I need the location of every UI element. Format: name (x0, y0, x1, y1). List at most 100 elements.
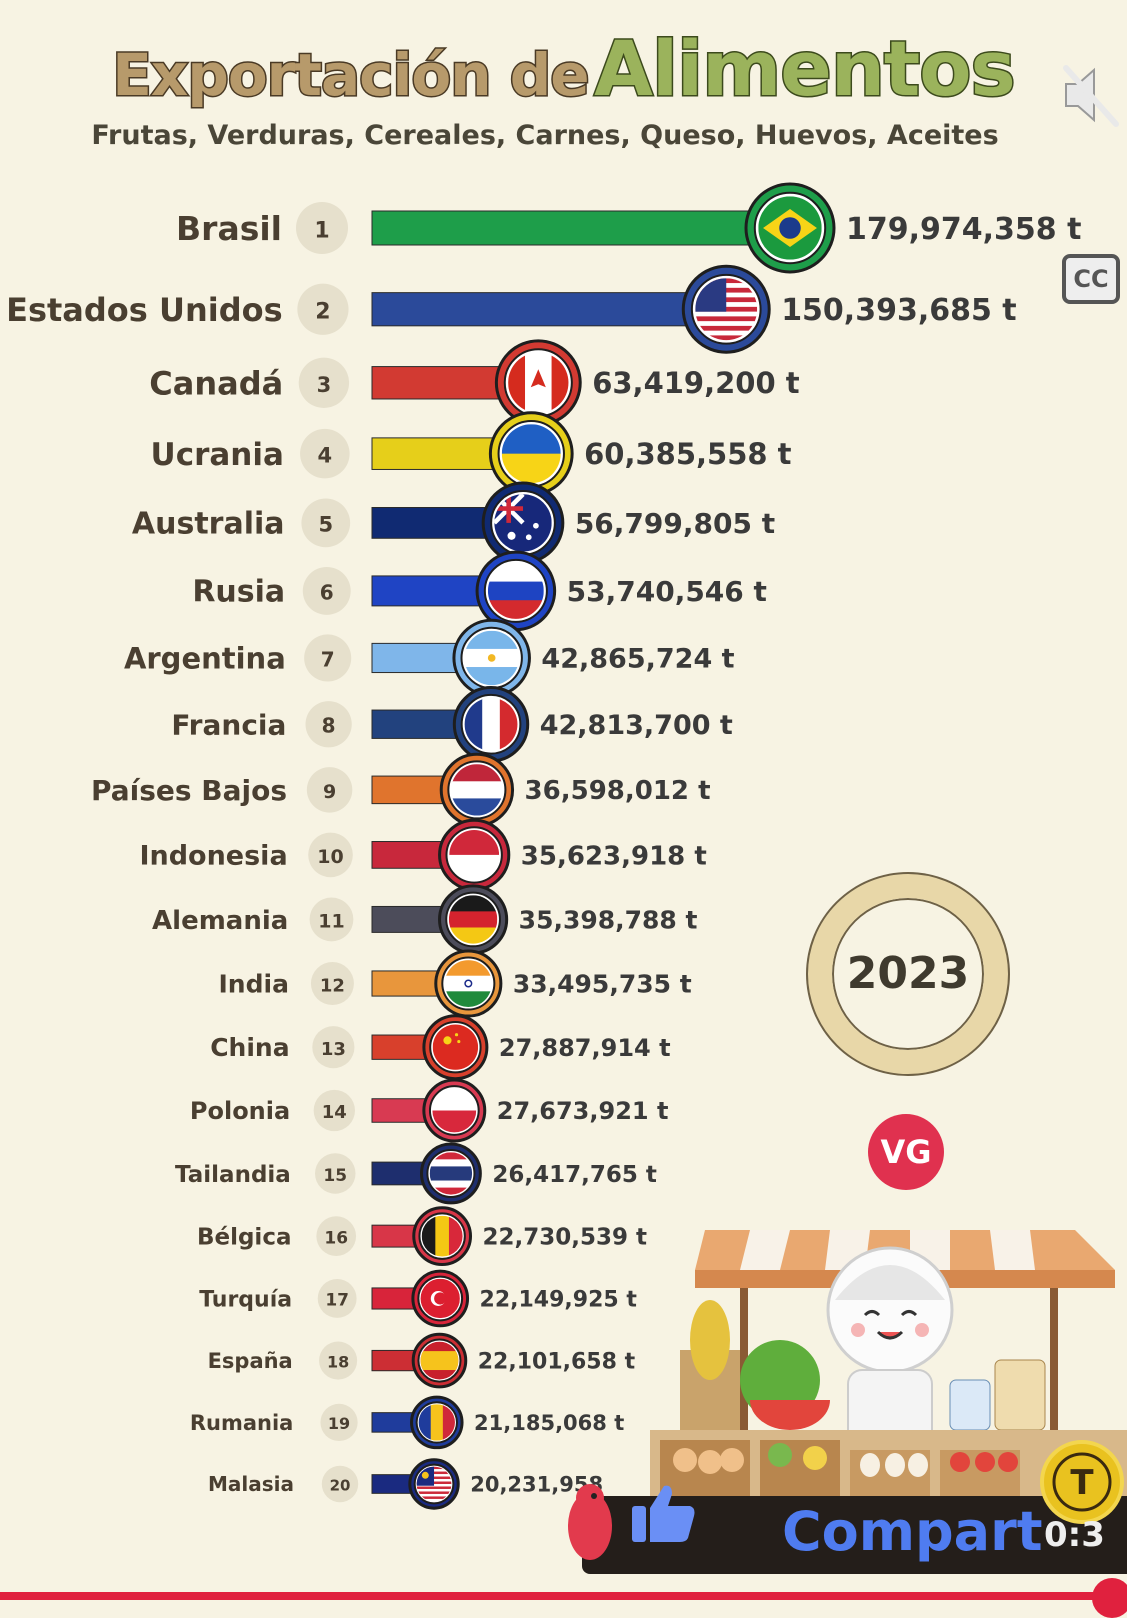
share-button-label[interactable]: Compart (782, 1500, 1043, 1563)
chart-title: Exportación de Alimentos (0, 23, 1127, 115)
rank-number: 6 (320, 581, 334, 605)
value-label: 42,865,724 t (541, 644, 734, 675)
rank-badge (301, 498, 351, 548)
value-label: 36,598,012 t (525, 776, 711, 806)
rank-badge (306, 767, 353, 813)
rank-number: 1 (314, 218, 329, 243)
year-label: 2023 (846, 948, 970, 999)
rank-number: 11 (318, 910, 344, 932)
argentina-flag-icon (464, 630, 519, 686)
value-label: 63,419,200 t (592, 366, 800, 400)
rank-number: 18 (327, 1352, 349, 1371)
country-label: Turquía (199, 1287, 292, 1312)
rank-badge (320, 1403, 358, 1442)
rank-badge (317, 1279, 357, 1318)
speaker-muted-icon[interactable] (1060, 60, 1120, 130)
value-label: 179,974,358 t (846, 212, 1081, 247)
bar-row: Países Bajos 9 36,598,012 t (91, 752, 711, 828)
rank-badge (310, 962, 354, 1006)
value-label: 33,495,735 t (513, 970, 692, 999)
belgium-flag-icon (421, 1215, 463, 1257)
country-label: India (219, 970, 289, 999)
rank-number: 19 (328, 1414, 350, 1433)
bar-row: Australia 5 56,799,805 t (132, 481, 775, 565)
country-label: Países Bajos (91, 774, 287, 807)
value-label: 21,185,068 t (474, 1411, 624, 1435)
rank-badge (304, 634, 352, 682)
bar-row: Alemania 11 35,398,788 t (152, 884, 698, 955)
rank-badge (313, 1089, 355, 1132)
bar-row: Rumania 19 21,185,068 t (190, 1395, 624, 1450)
bar-row: Polonia 14 27,673,921 t (190, 1078, 669, 1143)
value-label: 22,101,658 t (478, 1349, 636, 1374)
svg-text:T: T (1070, 1463, 1094, 1503)
bar-row: Canadá 3 63,419,200 t (149, 339, 800, 427)
bar-row: Estados Unidos 2 150,393,685 t (6, 264, 1017, 354)
china-flag-icon (432, 1024, 479, 1070)
country-label: España (208, 1349, 293, 1373)
rank-number: 8 (322, 714, 336, 738)
progress-bar[interactable] (0, 1592, 1127, 1600)
rank-number: 7 (321, 647, 335, 671)
value-label: 27,887,914 t (499, 1034, 671, 1062)
russia-flag-icon (487, 562, 544, 619)
rank-number: 9 (323, 781, 336, 803)
germany-flag-icon (448, 895, 498, 944)
text-translate-icon[interactable]: T (1028, 1432, 1127, 1532)
progress-handle[interactable] (1092, 1578, 1127, 1618)
closed-captions-button[interactable]: CC (1062, 254, 1120, 304)
rank-badge (296, 202, 348, 254)
rank-number: 15 (323, 1166, 347, 1186)
bar-row: Indonesia 10 35,623,918 t (139, 818, 707, 892)
thumbs-up-icon[interactable] (628, 1482, 698, 1546)
turkey-flag-icon (420, 1278, 460, 1319)
bar-row: China 13 27,887,914 t (210, 1014, 671, 1081)
bar-row: Brasil 1 179,974,358 t (176, 182, 1081, 274)
vg-logo: VG (868, 1114, 944, 1190)
bar-row: Tailandia 15 26,417,765 t (175, 1142, 657, 1205)
rank-number: 3 (317, 373, 332, 397)
usa-flag-icon (695, 278, 758, 341)
bar-row: Bélgica 16 22,730,539 t (197, 1206, 648, 1266)
country-label: Polonia (190, 1097, 290, 1125)
spain-flag-icon (420, 1341, 459, 1380)
country-label: Rumania (190, 1411, 294, 1435)
country-label: Bélgica (197, 1224, 292, 1250)
value-label: 60,385,558 t (584, 437, 792, 471)
value-label: 35,398,788 t (519, 905, 698, 934)
bar-row: Turquía 17 22,149,925 t (199, 1269, 638, 1328)
canada-flag-icon (508, 352, 569, 413)
value-label: 22,730,539 t (483, 1224, 648, 1250)
country-label: Estados Unidos (6, 291, 283, 329)
chart-subtitle: Frutas, Verduras, Cereales, Carnes, Ques… (91, 120, 999, 151)
rank-badge (316, 1216, 357, 1256)
rank-badge (308, 832, 353, 878)
bar (371, 292, 727, 327)
poland-flag-icon (432, 1088, 477, 1133)
country-label: Alemania (152, 906, 288, 936)
rank-badge (309, 897, 354, 942)
rank-number: 5 (318, 513, 333, 537)
country-label: Tailandia (175, 1162, 291, 1188)
value-label: 56,799,805 t (575, 507, 775, 540)
rank-number: 17 (325, 1290, 349, 1310)
country-label: Rusia (192, 575, 285, 610)
thailand-flag-icon (429, 1152, 473, 1195)
value-label: 150,393,685 t (781, 293, 1016, 328)
rank-badge (319, 1341, 358, 1380)
rank-number: 12 (320, 975, 345, 996)
rank-number: 10 (317, 846, 343, 868)
value-label: 27,673,921 t (497, 1097, 669, 1125)
rank-badge (315, 1153, 356, 1194)
india-flag-icon (444, 960, 492, 1007)
value-label: 22,149,925 t (480, 1287, 638, 1312)
bar-row: Argentina 7 42,865,724 t (124, 618, 735, 698)
country-label: Brasil (176, 209, 282, 248)
country-label: Canadá (149, 364, 283, 402)
rank-number: 4 (318, 444, 333, 468)
country-label: Indonesia (139, 841, 287, 872)
rank-number: 20 (330, 1477, 351, 1495)
australia-flag-icon (494, 494, 552, 552)
bar-row: España 18 22,101,658 t (208, 1332, 636, 1389)
